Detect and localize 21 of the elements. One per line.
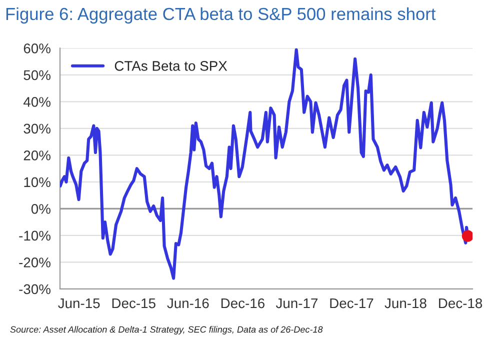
y-tick-label: 10% (24, 177, 50, 188)
x-tick-label: Jun-15 (58, 298, 100, 308)
chart-title: Figure 6: Aggregate CTA beta to S&P 500 remains short (6, 7, 436, 24)
y-tick-label: 60% (24, 43, 50, 54)
y-tick-label: 0% (31, 204, 50, 214)
y-tick-label: -10% (19, 230, 50, 241)
source-note: Source: Asset Allocation & Delta-1 Strategy, SEC filings, Data as of 26-Dec-18 (10, 326, 323, 334)
x-tick-label: Jun-16 (167, 298, 209, 308)
legend-label: CTAs Beta to SPX (114, 61, 228, 71)
y-tick-label: 40% (23, 97, 50, 107)
y-tick-label: 20% (24, 150, 50, 160)
y-tick-label: 50% (24, 70, 50, 80)
x-tick-label: Dec-17 (330, 298, 374, 308)
x-tick-label: Dec-15 (112, 298, 156, 308)
x-tick-label: Dec-18 (439, 298, 482, 308)
y-tick-label: -20% (19, 258, 50, 268)
x-tick-label: Dec-16 (221, 298, 264, 308)
x-tick-label: Jun-17 (276, 298, 318, 308)
y-tick-label: -30% (19, 284, 50, 294)
y-tick-label: 30% (24, 124, 50, 134)
x-tick-label: Jun-18 (384, 298, 426, 308)
